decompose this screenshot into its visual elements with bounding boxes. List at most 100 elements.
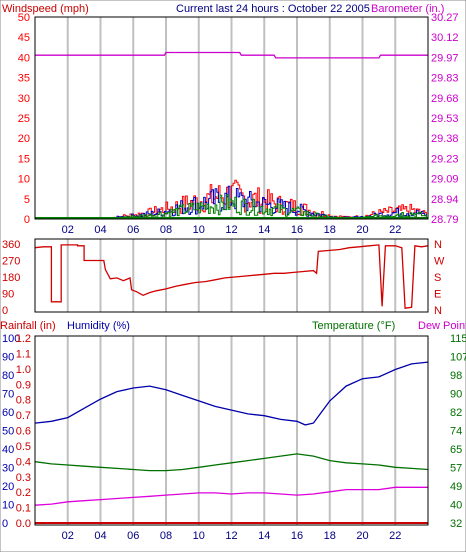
rainfall-tick-label: 0.3: [16, 472, 31, 484]
humidity-axis-label: Humidity (%): [67, 320, 130, 332]
windspeed-tick-label: 30: [18, 93, 30, 105]
rainfall-tick-label: 1.2: [16, 333, 31, 345]
wind-barometer-panel: 0 5 10 15 20 25 30 35 40 45 50 28.79 28.94 29.09 29.2…: [18, 12, 459, 236]
hour-tick-label: 06: [127, 530, 139, 542]
humidity-tick-label: 70: [2, 389, 14, 401]
chart-title: Current last 24 hours : October 22 2005: [176, 3, 370, 15]
direction-compass-label: N: [434, 239, 442, 251]
hour-tick-label: 20: [356, 224, 368, 236]
barometer-axis-label: Barometer (in.): [371, 3, 444, 15]
temperature-tick-label: 49: [450, 481, 462, 493]
hour-tick-label: 10: [193, 530, 205, 542]
windspeed-axis-label: Windspeed (mph): [2, 3, 89, 15]
hour-tick-label: 14: [258, 530, 270, 542]
hour-tick-label: 22: [389, 530, 401, 542]
direction-degree-label: 180: [2, 272, 20, 284]
panel3-hour-labels: 02 04 06 08 10 12 14 16 18 20 22: [62, 530, 402, 542]
panel3-frame: [34, 335, 429, 526]
hour-tick-label: 18: [324, 224, 336, 236]
hour-tick-label: 08: [160, 530, 172, 542]
windspeed-tick-label: 50: [18, 12, 30, 24]
humidity-tick-label: 0: [2, 518, 8, 530]
barometer-tick-label: 28.79: [431, 214, 459, 226]
rainfall-tick-label: 0.0: [16, 518, 31, 530]
direction-degree-label: 90: [2, 289, 14, 301]
humidity-series-line: [34, 361, 429, 426]
hour-tick-label: 08: [160, 224, 172, 236]
panel3-series: [34, 361, 429, 524]
hour-tick-label: 22: [389, 224, 401, 236]
rainfall-axis-label: Rainfall (in): [0, 320, 56, 332]
panel1-series: [35, 51, 428, 220]
hour-tick-label: 04: [94, 224, 106, 236]
barometer-tick-label: 29.23: [431, 153, 459, 165]
temperature-tick-label: 74: [450, 426, 462, 438]
rainfall-tick-label: 1.0: [16, 364, 31, 376]
humidity-tick-label: 10: [2, 500, 14, 512]
hour-tick-label: 12: [225, 224, 237, 236]
barometer-tick-label: 28.94: [431, 194, 459, 206]
rainfall-tick-label: 0.1: [16, 503, 31, 515]
windspeed-tick-labels: 0 5 10 15 20 25 30 35 40 45 50: [18, 12, 30, 226]
rainfall-tick-label: 0.5: [16, 441, 31, 453]
barometer-tick-label: 29.68: [431, 93, 459, 105]
panel2-grid: [66, 239, 397, 312]
direction-degree-label: 270: [2, 256, 20, 268]
panel1-hour-labels: 02 04 06 08 10 12 14 16 18 20 22: [62, 224, 402, 236]
wind_low-series-line: [35, 194, 427, 220]
panel1-grid: [66, 17, 397, 219]
barometer-tick-labels: 28.79 28.94 29.09 29.23 29.38 29.53 29.68 29.83…: [431, 12, 459, 226]
barometer-tick-label: 30.12: [431, 32, 459, 44]
hour-tick-label: 18: [324, 530, 336, 542]
panel2-series: [34, 244, 429, 309]
barometer-tick-label: 29.53: [431, 113, 459, 125]
hour-tick-label: 16: [291, 224, 303, 236]
windspeed-tick-label: 10: [18, 174, 30, 186]
temperature-tick-label: 90: [450, 389, 462, 401]
windspeed-tick-label: 15: [18, 153, 30, 165]
temperature-series-line: [34, 453, 429, 472]
humidity-tick-label: 80: [2, 370, 14, 382]
windspeed-tick-label: 5: [24, 194, 30, 206]
rainfall-tick-label: 0.4: [16, 456, 31, 468]
rainfall-tick-label: 1.1: [16, 348, 31, 360]
wind-direction-series-line: [34, 244, 429, 309]
rainfall-tick-label: 0.7: [16, 410, 31, 422]
windspeed-tick-label: 25: [18, 113, 30, 125]
hour-tick-label: 06: [127, 224, 139, 236]
hour-tick-label: 16: [291, 530, 303, 542]
dewpoint-axis-label: Dew Point: [418, 320, 466, 332]
hour-tick-label: 04: [94, 530, 106, 542]
direction-compass-label: W: [434, 256, 445, 268]
windspeed-tick-label: 45: [18, 32, 30, 44]
humidity-tick-label: 40: [2, 444, 14, 456]
temperature-tick-label: 57: [450, 463, 462, 475]
temperature-tick-label: 82: [450, 407, 462, 419]
barometer-tick-label: 29.97: [431, 52, 459, 64]
windspeed-tick-label: 40: [18, 52, 30, 64]
hour-tick-label: 20: [356, 530, 368, 542]
humidity-tick-label: 90: [2, 352, 14, 364]
rainfall-tick-labels: 0.0 0.1 0.2 0.3 0.4 0.5 0.6 0.7 0.8 0.9 1.0 1.1 1.2: [16, 333, 31, 530]
temperature-tick-label: 65: [450, 444, 462, 456]
barometer-tick-label: 29.09: [431, 174, 459, 186]
rainfall-tick-label: 0.2: [16, 487, 31, 499]
direction-compass-label: N: [434, 305, 442, 317]
barometer-tick-label: 29.38: [431, 133, 459, 145]
rainfall-tick-label: 0.9: [16, 379, 31, 391]
humidity-tick-label: 20: [2, 481, 14, 493]
temperature-tick-label: 107: [450, 352, 466, 364]
temperature-tick-label: 32: [450, 518, 462, 530]
humidity-tick-label: 60: [2, 407, 14, 419]
hour-tick-label: 02: [62, 224, 74, 236]
barometer-tick-label: 30.27: [431, 12, 459, 24]
rainfall-tick-label: 0.8: [16, 395, 31, 407]
dewpoint-series-line: [34, 486, 428, 506]
windspeed-tick-label: 35: [18, 73, 30, 85]
humidity-tick-labels: 0 10 20 30 40 50 60 70 80 90 100: [2, 333, 20, 530]
direction-degree-label: 360: [2, 239, 20, 251]
windspeed-tick-label: 20: [18, 133, 30, 145]
